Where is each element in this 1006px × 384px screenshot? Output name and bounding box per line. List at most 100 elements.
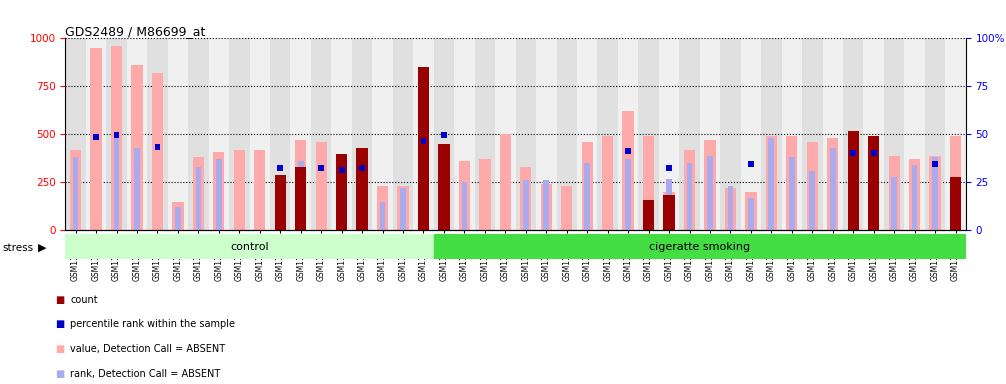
Bar [556, 38, 577, 230]
Text: ■: ■ [55, 344, 64, 354]
Bar [336, 154, 347, 230]
Bar [618, 38, 639, 230]
Bar [933, 157, 938, 230]
Bar [684, 150, 695, 230]
Bar [515, 38, 536, 230]
Bar [500, 134, 511, 230]
Bar [911, 165, 917, 230]
Bar [643, 200, 654, 230]
Bar [400, 188, 405, 230]
Bar [707, 156, 713, 230]
Bar [909, 159, 920, 230]
Bar [748, 161, 753, 167]
Bar [871, 150, 876, 156]
Bar [434, 234, 966, 259]
Bar [193, 157, 204, 230]
Bar [295, 167, 307, 230]
Bar [740, 38, 762, 230]
Bar [602, 136, 614, 230]
Bar [421, 138, 427, 144]
Bar [377, 186, 388, 230]
Bar [413, 38, 434, 230]
Bar [114, 132, 120, 138]
Bar [168, 38, 188, 230]
Bar [392, 38, 413, 230]
Bar [216, 159, 221, 230]
Bar [495, 38, 515, 230]
Bar [543, 180, 549, 230]
Bar [147, 38, 168, 230]
Bar [132, 65, 143, 230]
Bar [888, 156, 899, 230]
Bar [891, 177, 897, 230]
Bar [930, 156, 941, 230]
Text: percentile rank within the sample: percentile rank within the sample [70, 319, 235, 329]
Bar [94, 134, 99, 140]
Bar [479, 159, 491, 230]
Bar [868, 136, 879, 230]
Bar [316, 142, 327, 230]
Bar [195, 167, 201, 230]
Bar [704, 140, 715, 230]
Bar [111, 46, 122, 230]
Bar [86, 38, 107, 230]
Bar [339, 167, 344, 173]
Bar [827, 138, 838, 230]
Bar [884, 38, 904, 230]
Bar [904, 38, 925, 230]
Bar [311, 38, 331, 230]
Bar [379, 202, 385, 230]
Bar [278, 165, 283, 171]
Bar [581, 142, 593, 230]
Bar [295, 140, 307, 230]
Bar [659, 38, 679, 230]
Bar [810, 171, 815, 230]
Bar [275, 175, 286, 230]
Bar [439, 144, 450, 230]
Bar [663, 195, 675, 230]
Bar [663, 192, 675, 230]
Bar [372, 38, 392, 230]
Bar [850, 150, 856, 156]
Bar [356, 148, 368, 230]
Bar [291, 38, 311, 230]
Bar [766, 136, 777, 230]
Bar [561, 186, 572, 230]
Bar [946, 38, 966, 230]
Bar [536, 38, 556, 230]
Bar [666, 165, 672, 171]
Bar [727, 186, 733, 230]
Bar [598, 38, 618, 230]
Bar [789, 157, 795, 230]
Bar [107, 38, 127, 230]
Bar [175, 207, 181, 230]
Text: value, Detection Call = ABSENT: value, Detection Call = ABSENT [70, 344, 225, 354]
Bar [643, 136, 654, 230]
Bar [417, 67, 430, 230]
Bar [950, 136, 961, 230]
Text: GDS2489 / M86699_at: GDS2489 / M86699_at [65, 25, 206, 38]
Bar [462, 182, 467, 230]
Text: cigeratte smoking: cigeratte smoking [649, 242, 750, 252]
Bar [687, 163, 692, 230]
Bar [540, 184, 552, 230]
Bar [233, 150, 244, 230]
Bar [188, 38, 208, 230]
Bar [823, 38, 843, 230]
Bar [155, 144, 160, 150]
Bar [441, 132, 447, 138]
Bar [720, 38, 740, 230]
Bar [830, 148, 836, 230]
Bar [65, 234, 434, 259]
Bar [787, 136, 798, 230]
Bar [152, 73, 163, 230]
Bar [249, 38, 270, 230]
Bar [172, 202, 183, 230]
Bar [454, 38, 475, 230]
Bar [950, 177, 961, 230]
Bar [925, 38, 946, 230]
Text: ■: ■ [55, 369, 64, 379]
Bar [666, 179, 672, 230]
Text: rank, Detection Call = ABSENT: rank, Detection Call = ABSENT [70, 369, 220, 379]
Bar [72, 157, 78, 230]
